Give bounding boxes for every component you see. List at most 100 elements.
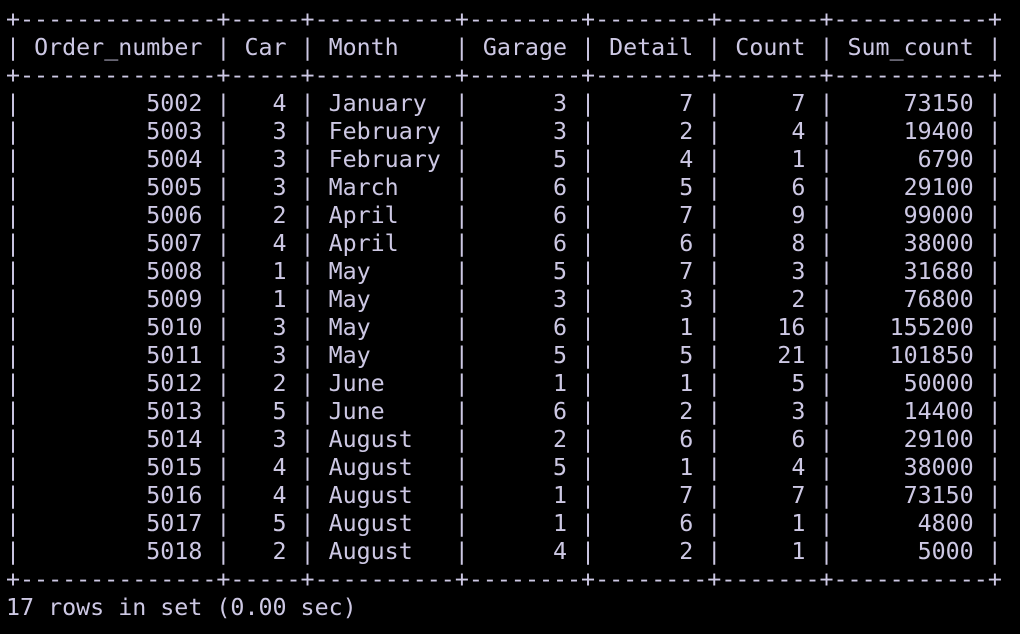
cell: 2 — [272, 538, 287, 565]
cell: 5015 — [146, 454, 203, 481]
cell: 7 — [679, 202, 694, 229]
cell: 4 — [272, 230, 287, 257]
cell: 7 — [679, 482, 694, 509]
cell: 1 — [791, 146, 806, 173]
cell: 5007 — [146, 230, 203, 257]
cell: 73150 — [903, 90, 974, 117]
cell: May — [328, 286, 371, 313]
cell: 1 — [679, 314, 694, 341]
table-row: | 5016 | 4 | August | 1 | 7 | 7 | 73150 … — [6, 482, 1002, 509]
cell: 5012 — [146, 370, 203, 397]
cell: 3 — [272, 342, 287, 369]
table-border: +--------------+-----+----------+-------… — [6, 62, 1002, 89]
table-row: | 5008 | 1 | May | 5 | 7 | 3 | 31680 | — [6, 258, 1002, 285]
cell: 6 — [552, 398, 567, 425]
status-line: 17 rows in set (0.00 sec) — [6, 594, 357, 621]
cell: 2 — [552, 426, 567, 453]
cell: 9 — [791, 202, 806, 229]
cell: 5 — [552, 342, 567, 369]
cell: 29100 — [903, 174, 974, 201]
cell: 4 — [272, 482, 287, 509]
cell: August — [328, 482, 413, 509]
cell: 38000 — [903, 230, 974, 257]
cell: 5003 — [146, 118, 203, 145]
table-row: | 5009 | 1 | May | 3 | 3 | 2 | 76800 | — [6, 286, 1002, 313]
cell: 3 — [552, 286, 567, 313]
table-row: | 5014 | 3 | August | 2 | 6 | 6 | 29100 … — [6, 426, 1002, 453]
cell: 1 — [552, 370, 567, 397]
table-row: | 5003 | 3 | February | 3 | 2 | 4 | 1940… — [6, 118, 1002, 145]
cell: 1 — [272, 258, 287, 285]
cell: 4 — [272, 454, 287, 481]
cell: February — [328, 118, 441, 145]
cell: 7 — [791, 90, 806, 117]
cell: 5000 — [917, 538, 974, 565]
cell: August — [328, 426, 413, 453]
cell: 101850 — [889, 342, 974, 369]
cell: August — [328, 510, 413, 537]
cell: 6 — [791, 174, 806, 201]
cell: Month — [328, 34, 399, 61]
table-row: | 5010 | 3 | May | 6 | 1 | 16 | 155200 | — [6, 314, 1002, 341]
cell: 3 — [272, 314, 287, 341]
cell: 6 — [679, 510, 694, 537]
cell: 6 — [791, 426, 806, 453]
cell: 5 — [679, 174, 694, 201]
cell: February — [328, 146, 441, 173]
cell: 3 — [272, 118, 287, 145]
cell: 1 — [679, 370, 694, 397]
table-row: | 5002 | 4 | January | 3 | 7 | 7 | 73150… — [6, 90, 1002, 117]
cell: 2 — [272, 202, 287, 229]
cell: 5006 — [146, 202, 203, 229]
cell: 3 — [679, 286, 694, 313]
cell: 3 — [791, 398, 806, 425]
cell: 3 — [791, 258, 806, 285]
table-border: +--------------+-----+----------+-------… — [6, 566, 1002, 593]
cell: Count — [735, 34, 806, 61]
cell: 3 — [272, 174, 287, 201]
cell: 5008 — [146, 258, 203, 285]
cell: 5016 — [146, 482, 203, 509]
cell: August — [328, 454, 413, 481]
cell: 2 — [679, 538, 694, 565]
cell: 99000 — [903, 202, 974, 229]
cell: June — [328, 398, 385, 425]
cell: 6 — [552, 174, 567, 201]
cell: April — [328, 230, 399, 257]
cell: 4 — [791, 454, 806, 481]
cell: 5 — [552, 454, 567, 481]
cell: 7 — [679, 258, 694, 285]
cell: 4 — [552, 538, 567, 565]
cell: 16 — [777, 314, 806, 341]
cell: 5 — [552, 146, 567, 173]
cell: 21 — [777, 342, 806, 369]
table-row: | 5007 | 4 | April | 6 | 6 | 8 | 38000 | — [6, 230, 1002, 257]
table-row: | 5011 | 3 | May | 5 | 5 | 21 | 101850 | — [6, 342, 1002, 369]
cell: 8 — [791, 230, 806, 257]
cell: 1 — [791, 538, 806, 565]
cell: 1 — [679, 454, 694, 481]
cell: 2 — [272, 370, 287, 397]
cell: June — [328, 370, 385, 397]
cell: 4 — [791, 118, 806, 145]
cell: 73150 — [903, 482, 974, 509]
cell: 2 — [791, 286, 806, 313]
cell: 38000 — [903, 454, 974, 481]
cell: 5014 — [146, 426, 203, 453]
cell: 2 — [679, 398, 694, 425]
cell: 50000 — [903, 370, 974, 397]
table-row: | 5004 | 3 | February | 5 | 4 | 1 | 6790… — [6, 146, 1002, 173]
cell: April — [328, 202, 399, 229]
cell: May — [328, 314, 371, 341]
cell: 1 — [791, 510, 806, 537]
cell: 1 — [552, 510, 567, 537]
cell: 5010 — [146, 314, 203, 341]
cell: 4 — [679, 146, 694, 173]
cell: 29100 — [903, 426, 974, 453]
cell: 5004 — [146, 146, 203, 173]
table-row: | 5005 | 3 | March | 6 | 5 | 6 | 29100 | — [6, 174, 1002, 201]
cell: Order_number — [34, 34, 203, 61]
table-row: | 5018 | 2 | August | 4 | 2 | 1 | 5000 | — [6, 538, 1002, 565]
cell: 5009 — [146, 286, 203, 313]
cell: 5 — [791, 370, 806, 397]
